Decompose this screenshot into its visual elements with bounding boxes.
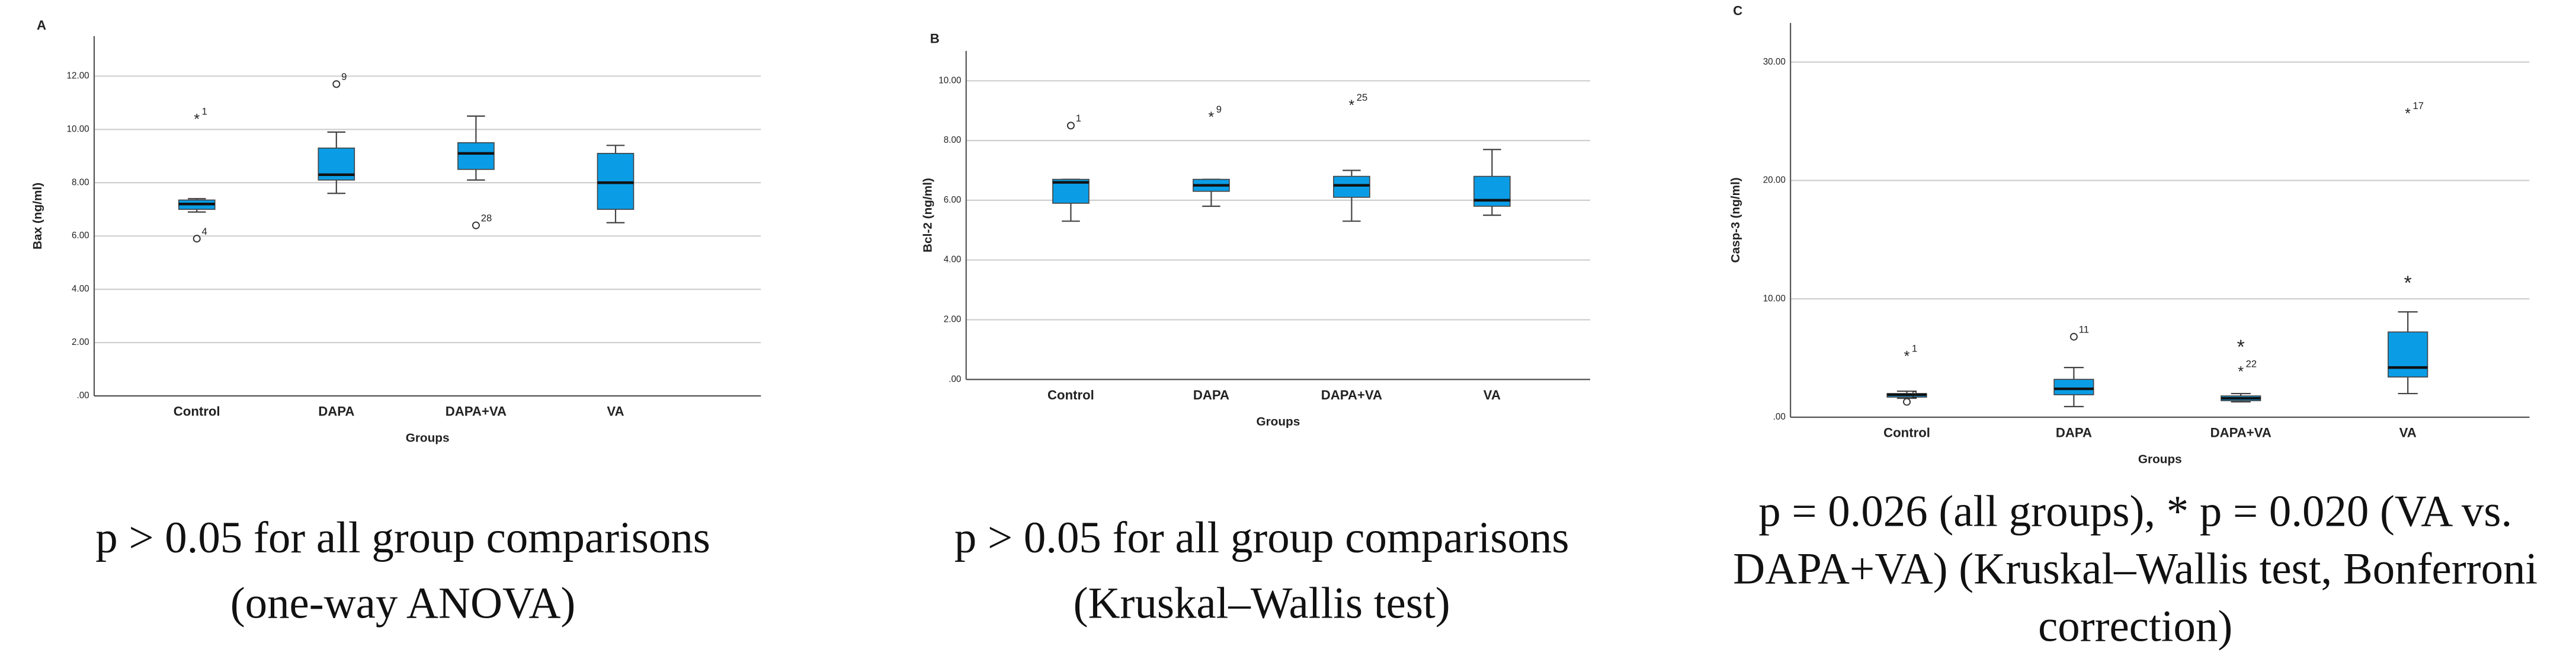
y-tick-label: 30.00 bbox=[1763, 57, 1786, 67]
y-tick-label: 6.00 bbox=[72, 231, 89, 241]
x-axis-label: Groups bbox=[1256, 415, 1300, 428]
x-axis-label: Groups bbox=[406, 431, 450, 445]
y-tick-label: 8.00 bbox=[944, 135, 962, 145]
x-tick-label: Control bbox=[1047, 388, 1094, 402]
outlier-label: 1 bbox=[1076, 113, 1081, 124]
box bbox=[2388, 331, 2428, 378]
outlier-label: 2 bbox=[1912, 389, 1917, 400]
box bbox=[1473, 175, 1511, 207]
caption-line: p > 0.05 for all group comparisons bbox=[954, 513, 1569, 562]
outlier-star: * bbox=[1349, 97, 1355, 114]
box-plot: .00 10.00 20.00 30.00 C Casp-3 (ng/ml) Groups C… bbox=[1729, 3, 2537, 651]
y-tick-label: 12.00 bbox=[67, 71, 89, 81]
box bbox=[1333, 175, 1370, 198]
x-tick-label: Control bbox=[174, 404, 220, 419]
x-tick-label: DAPA+VA bbox=[446, 404, 507, 419]
caption-line: p > 0.05 for all group comparisons bbox=[95, 513, 710, 562]
significance-mark: * bbox=[2237, 336, 2245, 358]
outlier-label: 22 bbox=[2246, 358, 2257, 369]
panel-label: A bbox=[37, 18, 46, 33]
x-tick-label: DAPA bbox=[1193, 388, 1229, 402]
caption-line: DAPA+VA) (Kruskal–Wallis test, Bonferron… bbox=[1733, 544, 2537, 593]
x-axis-label: Groups bbox=[2138, 453, 2182, 466]
x-tick-label: VA bbox=[607, 404, 624, 419]
y-tick-label: 4.00 bbox=[72, 284, 89, 294]
box bbox=[597, 152, 635, 210]
box-plot: .00 2.00 4.00 6.00 8.00 10.00 12.00 A Bax (ng/ml… bbox=[31, 18, 761, 628]
outlier-label: 25 bbox=[1357, 92, 1368, 103]
outlier-label: 17 bbox=[2412, 100, 2424, 111]
caption-line: correction) bbox=[2038, 602, 2232, 651]
x-tick-label: VA bbox=[1484, 388, 1501, 402]
outlier-star: * bbox=[2238, 363, 2244, 380]
y-axis-label: Bcl-2 (ng/ml) bbox=[921, 178, 934, 252]
y-tick-label: 10.00 bbox=[1763, 293, 1786, 303]
outlier-star: * bbox=[1904, 348, 1910, 365]
y-tick-label: .00 bbox=[76, 391, 89, 401]
x-tick-label: DAPA+VA bbox=[1321, 388, 1382, 402]
outlier-star: * bbox=[2405, 105, 2411, 122]
outlier-star: * bbox=[194, 111, 200, 128]
y-tick-label: 2.00 bbox=[72, 337, 89, 347]
y-tick-label: .00 bbox=[949, 374, 961, 384]
outlier-circle bbox=[332, 80, 341, 88]
panel-label: C bbox=[1733, 3, 1742, 18]
x-tick-label: DAPA bbox=[2056, 426, 2092, 440]
y-tick-label: 10.00 bbox=[938, 75, 961, 85]
panel-label: B bbox=[930, 31, 940, 46]
outlier-circle bbox=[472, 221, 480, 229]
outlier-label: 11 bbox=[2079, 324, 2089, 335]
y-tick-label: 6.00 bbox=[944, 195, 962, 205]
outlier-label: 1 bbox=[1912, 343, 1917, 354]
outlier-circle bbox=[2069, 332, 2078, 341]
caption-line: (Kruskal–Wallis test) bbox=[1074, 579, 1450, 628]
box bbox=[2053, 379, 2094, 395]
box bbox=[457, 142, 495, 170]
y-tick-label: 4.00 bbox=[944, 255, 962, 265]
significance-mark: * bbox=[2404, 273, 2412, 295]
outlier-star: * bbox=[1209, 109, 1215, 126]
caption-line: p = 0.026 (all groups), * p = 0.020 (VA … bbox=[1758, 487, 2512, 536]
x-tick-label: VA bbox=[2399, 426, 2417, 440]
y-tick-label: 2.00 bbox=[944, 315, 962, 325]
y-tick-label: .00 bbox=[1773, 412, 1786, 422]
outlier-circle bbox=[1903, 398, 1911, 406]
caption-line: (one-way ANOVA) bbox=[230, 579, 576, 628]
y-axis-label: Casp-3 (ng/ml) bbox=[1729, 177, 1742, 263]
outlier-circle bbox=[193, 235, 201, 243]
outlier-label: 1 bbox=[202, 106, 207, 117]
outlier-label: 9 bbox=[341, 71, 347, 82]
y-tick-label: 10.00 bbox=[67, 124, 89, 134]
x-tick-label: DAPA bbox=[318, 404, 354, 419]
box-plot: .00 2.00 4.00 6.00 8.00 10.00 B Bcl-2 (ng/ml) Gr… bbox=[921, 31, 1590, 628]
outlier-label: 4 bbox=[202, 226, 207, 237]
x-tick-label: Control bbox=[1883, 426, 1930, 440]
y-axis-label: Bax (ng/ml) bbox=[31, 183, 44, 250]
outlier-label: 28 bbox=[481, 213, 492, 224]
y-tick-label: 8.00 bbox=[72, 177, 89, 187]
x-tick-label: DAPA+VA bbox=[2210, 426, 2271, 440]
outlier-label: 9 bbox=[1216, 104, 1222, 115]
outlier-circle bbox=[1066, 121, 1075, 130]
y-tick-label: 20.00 bbox=[1763, 175, 1786, 186]
